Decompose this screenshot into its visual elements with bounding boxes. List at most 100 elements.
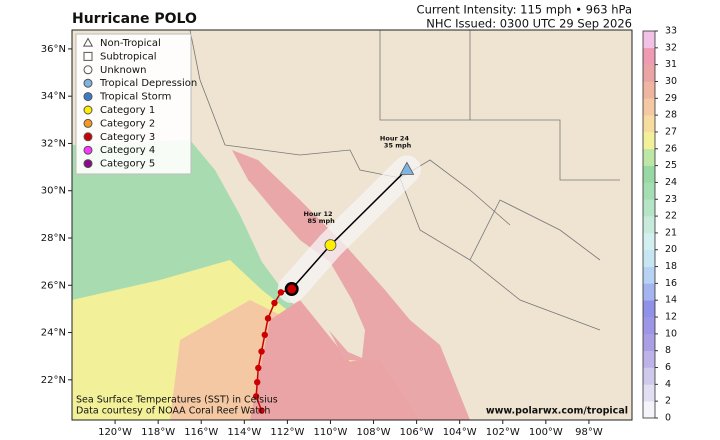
current-position	[287, 284, 297, 294]
colorbar-tick-label: 33	[665, 26, 677, 37]
colorbar-tick-label: 25	[665, 160, 677, 171]
past-track-point	[264, 315, 272, 322]
legend-marker	[83, 159, 93, 169]
colorbar-tick-label: 8	[665, 345, 671, 356]
issued: NHC Issued: 0300 UTC 29 Sep 2026	[426, 17, 632, 31]
x-tick-label: 108°W	[357, 427, 391, 438]
past-track-point	[258, 348, 265, 355]
colorbar-segment	[643, 283, 655, 301]
past-track-point	[277, 289, 285, 296]
colorbar-tick-label: 32	[665, 42, 677, 53]
y-tick-label: 34°N	[41, 91, 66, 102]
footer-url: www.polarwx.com/tropical	[486, 406, 628, 417]
colorbar-tick-label: 14	[665, 295, 677, 306]
colorbar-tick-label: 12	[665, 312, 677, 323]
colorbar-tick-label: 10	[665, 328, 677, 339]
legend-marker	[83, 118, 93, 128]
colorbar-segment	[643, 165, 655, 183]
forecast-hour: Hour 12	[303, 210, 332, 218]
colorbar-tick-label: 2	[665, 396, 671, 407]
colorbar-frame	[642, 30, 656, 419]
border	[379, 30, 471, 121]
colorbar-segment	[643, 216, 655, 234]
colorbar-tick-label: 22	[665, 211, 677, 222]
y-tick-label: 28°N	[41, 233, 66, 244]
colorbar-tick-label: 26	[665, 143, 677, 154]
colorbar-tick-label: 21	[665, 227, 677, 238]
colorbar-segment	[643, 148, 655, 166]
colorbar-segment	[643, 266, 655, 284]
plot-frame	[71, 29, 633, 421]
colorbar-segment	[643, 232, 655, 251]
x-tick-label: 114°W	[227, 427, 261, 438]
past-track-point	[261, 331, 268, 339]
x-tick-label: 110°W	[313, 427, 347, 438]
border	[469, 199, 601, 261]
legend-label: Category 4	[100, 145, 155, 156]
past-track-point	[255, 364, 262, 372]
colorbar-segment	[643, 199, 655, 217]
legend-marker	[83, 65, 93, 75]
colorbar-tick-label: 29	[665, 93, 677, 104]
colorbar-tick-label: 16	[665, 278, 677, 289]
past-track-point	[271, 299, 278, 307]
colorbar-tick-label: 0	[665, 413, 671, 424]
forecast-wind: 85 mph	[307, 217, 335, 225]
gulf-of-california	[232, 150, 470, 420]
colorbar-segment	[643, 131, 655, 150]
x-tick-label: 116°W	[184, 427, 218, 438]
colorbar-tick-label: 27	[665, 126, 677, 137]
legend-box	[75, 33, 192, 175]
basemap	[72, 30, 632, 420]
colorbar-tick-label: 4	[665, 379, 671, 390]
y-tick-label: 36°N	[41, 44, 66, 55]
y-tick-label: 24°N	[41, 328, 66, 339]
colorbar-segment	[643, 317, 655, 335]
legend-marker	[83, 132, 93, 142]
legend-marker	[83, 145, 93, 155]
colorbar-segment	[643, 31, 655, 49]
x-tick-label: 98°W	[575, 427, 603, 438]
border	[470, 119, 620, 181]
past-track-point	[252, 393, 260, 400]
colorbar-segment	[643, 182, 655, 200]
legend-label: Non-Tropical	[100, 38, 161, 49]
forecast-wind: 35 mph	[384, 141, 412, 149]
forecast-point	[324, 239, 337, 251]
title: Hurricane POLO	[72, 11, 197, 27]
colorbar-tick-label: 23	[665, 194, 677, 205]
legend-marker	[83, 105, 93, 115]
legend-label: Category 3	[100, 132, 155, 143]
past-track-point	[258, 407, 265, 414]
colorbar-segment	[643, 98, 655, 116]
past-track-line	[255, 288, 292, 411]
footer-sst: Sea Surface Temperatures (SST) in Celsiu…	[76, 395, 278, 406]
footer-credit: Data courtesy of NOAA Coral Reef Watch	[76, 406, 270, 417]
x-tick-label: 106°W	[400, 427, 434, 438]
colorbar-segment	[643, 81, 655, 99]
y-tick-label: 22°N	[41, 375, 66, 386]
x-tick-label: 112°W	[270, 427, 304, 438]
colorbar-tick-label: 20	[665, 244, 677, 255]
colorbar-segment	[643, 300, 655, 318]
colorbar-tick-label: 6	[665, 362, 671, 373]
x-tick-label: 118°W	[141, 427, 175, 438]
y-tick-label: 30°N	[41, 186, 66, 197]
legend-label: Unknown	[100, 65, 146, 76]
legend-label: Tropical Depression	[99, 78, 197, 89]
colorbar-segment	[643, 367, 655, 385]
past-track-point	[254, 378, 261, 386]
colorbar-segment	[643, 350, 655, 368]
colorbar-segment	[643, 249, 655, 267]
colorbar-segment	[643, 384, 655, 402]
legend-marker	[83, 51, 93, 61]
forecast-hour: Hour 24	[380, 134, 410, 142]
legend-label: Subtropical	[100, 51, 157, 62]
y-tick-label: 26°N	[41, 280, 66, 291]
colorbar-tick-label: 30	[665, 76, 677, 87]
colorbar-segment	[643, 115, 655, 133]
legend-label: Tropical Storm	[99, 92, 171, 103]
colorbar-segment	[643, 401, 655, 419]
